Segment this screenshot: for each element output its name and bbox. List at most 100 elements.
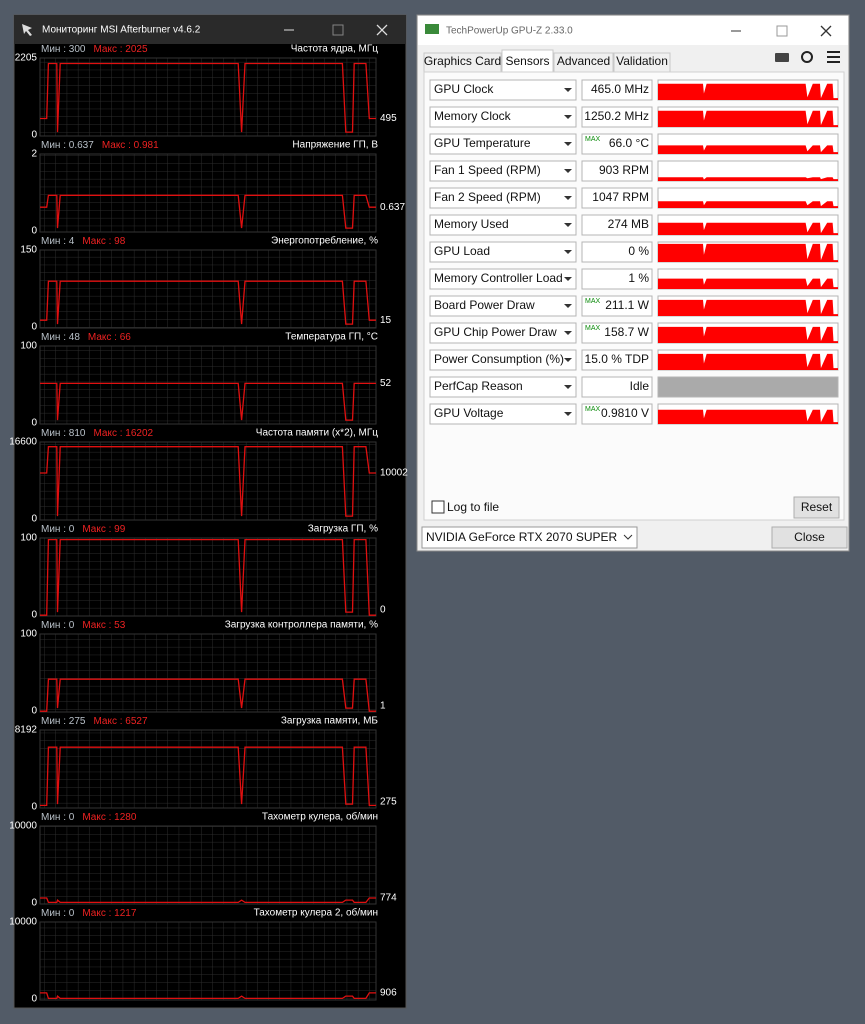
sensor-name-box[interactable] [429, 322, 577, 344]
current-value: 1 [380, 701, 386, 712]
sensor-name-box[interactable] [429, 214, 577, 236]
sensor-line [40, 992, 376, 1000]
sensor-graph [658, 201, 838, 208]
refresh-icon[interactable] [801, 51, 813, 63]
close-button[interactable] [376, 24, 388, 36]
sensor-value-box [581, 295, 653, 317]
tab-label: Advanced [557, 54, 610, 68]
sensor-value: 0.9810 V [601, 406, 649, 420]
window-title: Мониторинг MSI Afterburner v4.6.2 [42, 25, 201, 36]
panel-label: Тахометр кулера 2, об/мин [254, 907, 378, 919]
max-label: Макс : 0.981 [102, 140, 159, 151]
sensor-name-box[interactable] [429, 295, 577, 317]
maximize-button[interactable] [332, 24, 344, 36]
log-checkbox[interactable] [431, 500, 445, 514]
gpu-select[interactable] [421, 526, 638, 549]
current-value: 0.637 [380, 202, 405, 213]
dropdown-arrow [564, 88, 572, 92]
sensor-value: 465.0 MHz [591, 82, 649, 96]
panel-label: Температура ГП, °С [285, 332, 378, 343]
sensor-name-box[interactable] [429, 187, 577, 209]
scale-bottom: 0 [31, 706, 37, 717]
scale-top: 10000 [9, 821, 37, 832]
menu-icon[interactable] [827, 51, 840, 63]
panel-label: Напряжение ГП, В [292, 140, 378, 151]
scale-bottom: 0 [31, 610, 37, 621]
sensor-name: Memory Controller Load [434, 271, 563, 285]
sensor-value: 211.1 W [605, 298, 649, 312]
panel-header: Мин : 0 Макс : 99 [41, 524, 126, 535]
current-value: 0 [380, 605, 386, 616]
scale-top: 8192 [15, 725, 38, 736]
sensor-graph [658, 83, 838, 100]
sensor-line [40, 897, 376, 904]
sensor-graph [658, 145, 838, 154]
sensor-name: Power Consumption (%) [434, 352, 564, 366]
max-label: Макс : 53 [82, 620, 125, 631]
sensor-name-box[interactable] [429, 106, 577, 128]
panel-label: Загрузка контроллера памяти, % [225, 620, 378, 631]
sensor-value-box [581, 79, 653, 101]
sensor-value-box [581, 106, 653, 128]
max-badge: MAX [585, 406, 601, 413]
sensor-value: 158.7 W [604, 325, 649, 339]
scale-top: 2205 [15, 53, 38, 64]
sensor-name: GPU Chip Power Draw [434, 325, 557, 339]
sensor-name-box[interactable] [429, 376, 577, 398]
sensor-value: 15.0 % TDP [585, 352, 649, 366]
graph-area [39, 537, 377, 617]
dropdown-arrow [564, 331, 572, 335]
sensor-line [40, 62, 376, 133]
panel-label: Энергопотребление, % [271, 235, 378, 247]
scale-bottom: 0 [31, 322, 37, 333]
sensor-value-box [581, 268, 653, 290]
sensor-graph [658, 377, 838, 397]
graph-area [39, 729, 377, 809]
current-value: 774 [380, 893, 397, 904]
sensor-name-box[interactable] [429, 160, 577, 182]
min-label: Мин : 810 [41, 428, 86, 439]
sensor-value-box [581, 160, 653, 182]
graph-area [39, 633, 377, 713]
close-button[interactable] [771, 526, 848, 549]
sensor-value: 1047 RPM [592, 190, 649, 204]
camera-icon[interactable] [775, 53, 789, 62]
min-label: Мин : 0 [41, 812, 75, 823]
sensor-graph [658, 326, 838, 343]
scale-bottom: 0 [31, 994, 37, 1005]
panel-header: Мин : 4 Макс : 98 [41, 236, 126, 247]
sensor-name: PerfCap Reason [434, 379, 523, 393]
close-button[interactable] [820, 25, 832, 37]
sensor-name-box[interactable] [429, 403, 577, 425]
panel-header: Мин : 48 Макс : 66 [41, 332, 131, 343]
graph-area [39, 153, 377, 233]
dropdown-arrow [564, 169, 572, 173]
panel-header: Мин : 810 Макс : 16202 [41, 428, 154, 439]
min-label: Мин : 0 [41, 908, 75, 919]
sensor-value: Idle [630, 379, 650, 393]
close-label: Close [794, 530, 825, 544]
sensor-name-box[interactable] [429, 268, 577, 290]
dropdown-arrow [564, 196, 572, 200]
max-badge: MAX [585, 325, 601, 332]
reset-button[interactable] [793, 496, 840, 519]
sensor-name-box[interactable] [429, 241, 577, 263]
min-label: Мин : 0 [41, 524, 75, 535]
sensor-line [40, 382, 376, 421]
sensor-value: 903 RPM [599, 163, 649, 177]
graph-area [39, 345, 377, 425]
app-icon [425, 24, 439, 34]
tab-label: Validation [616, 54, 668, 68]
sensor-value-box [581, 241, 653, 263]
sensor-name-box[interactable] [429, 349, 577, 371]
sensor-name: Fan 2 Speed (RPM) [434, 190, 541, 204]
sensor-name-box[interactable] [429, 79, 577, 101]
sensor-name-box[interactable] [429, 133, 577, 155]
window-title: TechPowerUp GPU-Z 2.33.0 [446, 26, 573, 37]
current-value: 10002 [380, 468, 408, 479]
maximize-button[interactable] [776, 25, 788, 37]
sensor-line [40, 280, 376, 325]
tab-label: Sensors [505, 54, 549, 68]
